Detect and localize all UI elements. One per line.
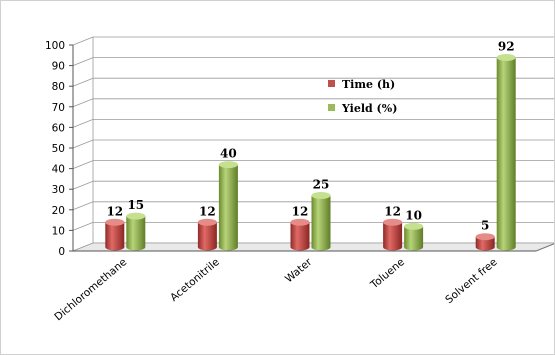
data-label-yield: 15	[127, 198, 144, 212]
data-labels: 12 15 12 40 12 25 12 10 5 92	[106, 39, 514, 232]
data-label-yield: 40	[220, 147, 237, 161]
grid-depth-line	[72, 57, 94, 66]
category-label: Water	[283, 256, 315, 286]
x-axis-categories: Dichloromethane Acetonitrile Water Toluene S…	[52, 256, 499, 324]
bar-yield	[218, 161, 238, 251]
grid-depth-line	[72, 36, 94, 46]
y-tick-label: 0	[58, 246, 65, 258]
grid-depth-line	[72, 160, 94, 169]
data-label-time: 12	[384, 204, 401, 218]
data-label-time: 12	[199, 204, 216, 218]
y-tick-label: 50	[52, 143, 65, 155]
y-tick-label: 70	[52, 102, 65, 114]
grid-depth-line	[72, 222, 94, 231]
y-tick-label: 40	[52, 164, 65, 176]
bar-time	[475, 233, 495, 251]
bar-time	[105, 218, 125, 251]
y-tick-label: 10	[52, 225, 65, 237]
y-tick-label: 80	[52, 81, 65, 93]
bar-time	[383, 218, 403, 251]
y-tick-label: 60	[52, 122, 65, 134]
category-label: Toluene	[368, 256, 407, 292]
y-tick-label: 30	[52, 184, 65, 196]
bar-time	[197, 218, 217, 251]
category-label: Acetonitrile	[168, 256, 222, 304]
bar-yield	[404, 222, 424, 251]
bar-time	[290, 218, 310, 251]
data-label-yield: 10	[405, 208, 422, 222]
grid-depth-line	[72, 119, 94, 128]
bar-yield	[311, 192, 331, 251]
data-label-time: 12	[292, 204, 309, 218]
data-label-yield: 92	[498, 39, 515, 53]
y-tick-label: 20	[52, 205, 65, 217]
y-tick-label: 90	[52, 61, 65, 73]
legend-label-time: Time (h)	[342, 78, 395, 91]
grid-depth-line	[72, 77, 94, 87]
bar-yield	[126, 212, 146, 251]
legend: Time (h) Yield (%)	[328, 78, 397, 115]
category-label: Solvent free	[443, 256, 499, 306]
data-label-yield: 25	[313, 178, 330, 192]
grid-depth-line	[72, 201, 94, 211]
grid-depth-line	[72, 139, 94, 149]
y-tick-label: 100	[45, 40, 65, 52]
grid-depth-line	[72, 98, 94, 108]
category-label: Dichloromethane	[52, 256, 129, 323]
bar-yield	[496, 53, 516, 251]
legend-label-yield: Yield (%)	[341, 102, 397, 115]
legend-swatch-yield	[328, 104, 335, 111]
bars	[105, 53, 516, 251]
legend-swatch-time	[328, 80, 335, 87]
floor-edge	[535, 243, 554, 252]
grid-depth-line	[72, 180, 94, 190]
data-label-time: 12	[106, 204, 123, 218]
y-axis: 0 10 20 30 40 50 60 70 80 90 100	[45, 40, 536, 258]
data-label-time: 5	[481, 219, 489, 233]
